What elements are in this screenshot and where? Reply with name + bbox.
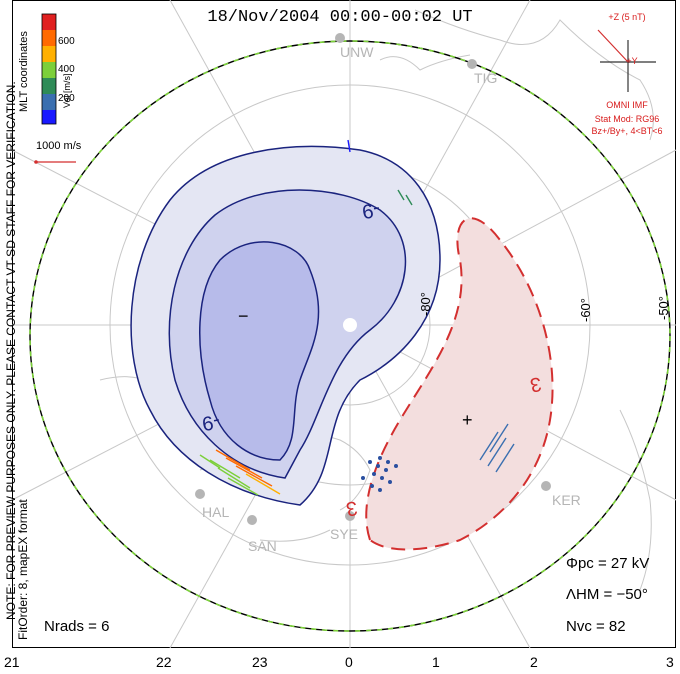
mlt-tick-1: 1 bbox=[432, 654, 440, 670]
vector-scale-label: 1000 m/s bbox=[36, 140, 82, 152]
station-san: SAN bbox=[248, 538, 277, 554]
negative-cell-inner bbox=[199, 241, 320, 461]
legend-tick-600: 600 bbox=[58, 36, 75, 47]
stat-n-rads: Nrads = 6 bbox=[44, 618, 110, 635]
potential-max-marker: + bbox=[462, 410, 473, 430]
negative-contour-label-2: -9 bbox=[200, 409, 222, 435]
pole-marker bbox=[343, 318, 357, 332]
mlt-tick-2: 2 bbox=[530, 654, 538, 670]
station-sye: SYE bbox=[330, 526, 359, 542]
map-frame bbox=[12, 0, 676, 648]
legend-tick-200: 200 bbox=[58, 93, 75, 104]
station-markers bbox=[195, 33, 551, 525]
mlt-tick-22: 22 bbox=[156, 654, 172, 670]
velocity-vectors bbox=[199, 139, 515, 496]
positive-cell bbox=[365, 217, 554, 551]
stat-n-vc: Nvc = 82 bbox=[566, 618, 626, 635]
latitude-label-60: -60° bbox=[578, 298, 593, 322]
imf-clock bbox=[597, 29, 656, 92]
station-ker: KER bbox=[552, 492, 581, 508]
fit-info: FitOrder: 8, mapEX format bbox=[16, 499, 30, 640]
vector-dots bbox=[361, 456, 398, 492]
station-hal: HAL bbox=[202, 504, 230, 520]
velocity-color-bar bbox=[41, 13, 57, 125]
coordinates-label: MLT coordinates bbox=[18, 31, 30, 112]
station-tig: TIG bbox=[474, 70, 498, 86]
imf-source: OMNI IMF bbox=[606, 100, 648, 110]
stat-lambda-hm: ΛHM = −50° bbox=[566, 586, 648, 603]
potential-min-marker: − bbox=[238, 306, 249, 326]
negative-contour-label: -9 bbox=[360, 197, 382, 223]
mlt-tick-23: 23 bbox=[252, 654, 268, 670]
imf-by-label: +Y bbox=[626, 56, 638, 66]
stat-phi-pc: Φpc = 27 kV bbox=[566, 555, 650, 572]
legend-tick-400: 400 bbox=[58, 64, 75, 75]
imf-condition: Bz+/By+, 4<BT<6 bbox=[591, 126, 663, 136]
imf-stat-mod: Stat Mod: RG96 bbox=[594, 114, 660, 124]
mlt-tick-21: 21 bbox=[4, 654, 20, 670]
mlt-tick-0: 0 bbox=[345, 654, 353, 670]
map-title: 18/Nov/2004 00:00-00:02 UT bbox=[207, 8, 473, 27]
latitude-label-50: -50° bbox=[656, 296, 671, 320]
station-unw: UNW bbox=[340, 44, 374, 60]
latitude-label-80: -80° bbox=[418, 292, 433, 316]
mlt-tick-3: 3 bbox=[666, 654, 674, 670]
imf-bz-label: +Z (5 nT) bbox=[608, 12, 646, 22]
